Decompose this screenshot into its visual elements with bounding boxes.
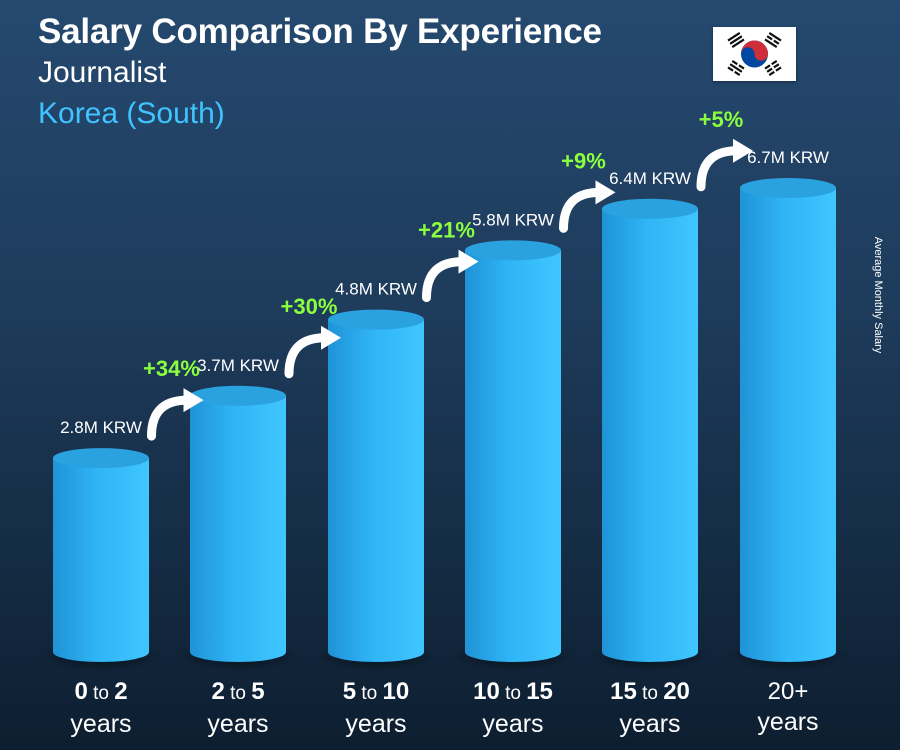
growth-label-0: +34% [143,356,200,381]
x-tick-label-4: 15 to 20 years [610,678,690,738]
value-label-5: 6.7M KRW [747,148,829,167]
value-label-0: 2.8M KRW [60,418,142,437]
value-label-3: 5.8M KRW [472,210,554,229]
growth-arrowhead-1 [321,325,341,350]
growth-arrowhead-3 [595,180,616,205]
bar-2 [328,319,424,662]
bar-top-5 [740,178,836,198]
x-tick-label-0: 0 to 2 years [70,678,132,738]
bar-top-3 [465,240,561,261]
bar-top-1 [190,385,286,406]
growth-label-3: +9% [561,148,606,173]
x-tick-label-1: 2 to 5 years [207,678,269,738]
bar-5 [740,188,836,662]
job-title: Journalist [38,56,167,89]
value-label-4: 6.4M KRW [609,169,691,188]
bar-top-0 [53,448,149,469]
bar-0 [53,458,149,662]
growth-arrow-3 [559,187,604,233]
bar-3 [465,250,561,662]
south-korea-flag-icon [713,27,796,81]
growth-label-2: +21% [418,218,475,243]
growth-arrowhead-4 [733,138,753,163]
growth-label-1: +30% [281,294,338,319]
value-label-1: 3.7M KRW [197,356,279,375]
bar-top-4 [602,198,698,219]
growth-arrow-0 [147,395,192,441]
growth-arrow-4 [696,146,742,192]
bar-top-2 [328,309,424,330]
chart-title: Salary Comparison By Experience [38,12,602,51]
growth-label-4: +5% [699,107,744,132]
x-tick-label-2: 5 to 10 years [342,678,410,738]
country-name: Korea (South) [38,97,225,130]
bar-4 [602,208,698,662]
value-label-2: 4.8M KRW [335,280,417,299]
growth-arrowhead-2 [458,249,479,274]
growth-arrowhead-0 [183,388,204,413]
growth-arrow-1 [284,333,330,379]
x-tick-label-5: 20+ years [757,678,819,736]
x-tick-label-3: 10 to 15 years [473,678,553,738]
bar-1 [190,395,286,662]
growth-arrow-2 [422,257,467,303]
